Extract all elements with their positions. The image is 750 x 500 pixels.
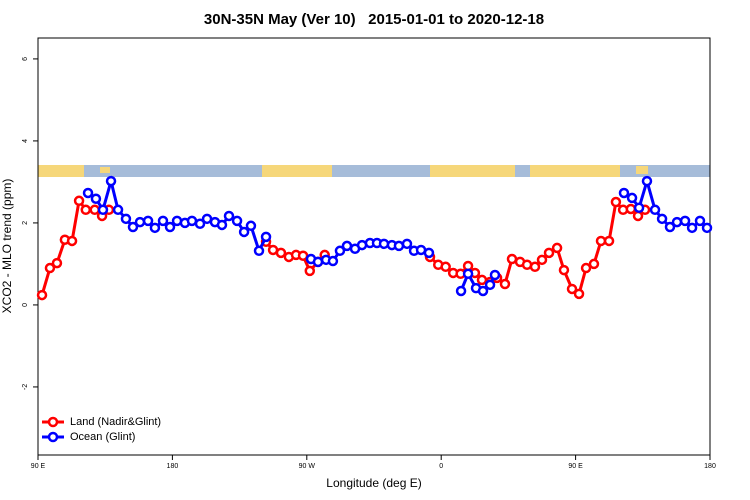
data-point <box>238 226 250 238</box>
data-point <box>82 187 94 199</box>
data-point <box>216 219 228 231</box>
data-point <box>304 265 316 277</box>
legend-label: Land (Nadir&Glint) <box>70 416 161 428</box>
legend-marker <box>47 416 59 428</box>
data-point <box>44 262 56 274</box>
data-point <box>90 193 102 204</box>
data-point <box>97 204 109 216</box>
data-point <box>477 285 489 297</box>
data-point <box>462 268 474 280</box>
data-point <box>506 253 518 265</box>
data-point <box>489 269 501 281</box>
x-tick-label: 0 <box>439 463 443 470</box>
data-point <box>223 210 235 222</box>
data-point <box>157 215 169 227</box>
data-point <box>580 262 592 274</box>
data-point <box>341 240 353 252</box>
x-tick-label: 90 W <box>299 463 316 470</box>
data-point <box>558 264 570 276</box>
data-point <box>164 221 176 233</box>
data-point <box>551 242 563 254</box>
data-point <box>633 202 645 214</box>
chart-title: 30N-35N May (Ver 10) 2015-01-01 to 2020-… <box>204 11 544 28</box>
plot-frame <box>37 37 711 456</box>
x-tick-label: 180 <box>704 463 716 470</box>
data-point <box>127 221 139 233</box>
data-point <box>312 256 324 268</box>
data-point <box>701 222 713 234</box>
y-tick-label: 0 <box>22 303 29 307</box>
y-tick-label: 4 <box>22 139 29 143</box>
data-point <box>610 196 622 208</box>
data-point <box>89 204 100 216</box>
data-point <box>260 231 272 243</box>
data-point <box>253 245 265 257</box>
y-axis-label: XCO2 - MLO trend (ppm) <box>0 179 14 314</box>
data-point <box>603 235 615 247</box>
data-point <box>536 254 548 266</box>
data-point <box>543 247 555 259</box>
data-point <box>476 274 488 286</box>
x-axis-label: Longitude (deg E) <box>326 476 421 490</box>
x-tick-label: 90 E <box>31 463 46 470</box>
data-point <box>694 215 706 227</box>
y-tick-label: 6 <box>22 57 29 61</box>
data-point <box>625 203 637 215</box>
data-point <box>595 235 607 247</box>
data-point <box>484 279 496 291</box>
data-point <box>149 222 161 234</box>
data-point <box>112 204 124 216</box>
data-point <box>334 245 346 257</box>
data-point <box>664 221 676 233</box>
x-tick-label: 180 <box>167 463 179 470</box>
data-point <box>66 235 78 247</box>
data-point <box>245 220 257 232</box>
data-point <box>378 238 390 250</box>
data-point <box>80 204 92 216</box>
data-point <box>656 213 668 225</box>
legend-marker <box>47 431 59 443</box>
data-point <box>626 192 638 204</box>
data-point <box>499 278 511 290</box>
data-point <box>194 218 206 229</box>
data-point <box>105 175 117 187</box>
data-point <box>573 288 585 300</box>
x-tick-label: 90 E <box>568 463 583 470</box>
y-tick-label: 2 <box>22 221 29 225</box>
data-point <box>401 238 413 250</box>
data-point <box>566 283 578 295</box>
data-point <box>632 210 644 222</box>
data-point <box>393 240 405 252</box>
data-point <box>649 204 661 216</box>
data-point <box>686 222 698 234</box>
data-point <box>588 258 600 270</box>
data-point <box>529 261 541 273</box>
data-point <box>423 247 435 259</box>
data-point <box>641 175 653 187</box>
data-point <box>679 215 691 227</box>
y-tick-label: -2 <box>22 384 29 390</box>
data-point <box>327 255 339 267</box>
data-point <box>186 215 198 227</box>
map-strip <box>38 165 710 177</box>
data-point <box>275 247 287 259</box>
data-point <box>618 187 630 199</box>
data-point <box>120 213 132 225</box>
data-point <box>231 215 243 227</box>
data-point <box>36 289 48 301</box>
legend-label: Ocean (Glint) <box>70 431 135 443</box>
data-point <box>142 215 154 227</box>
data-point <box>455 285 467 297</box>
data-point <box>51 257 63 269</box>
data-point <box>671 216 683 228</box>
data-point <box>134 216 146 228</box>
data-point <box>440 261 451 273</box>
data-point <box>73 195 85 207</box>
